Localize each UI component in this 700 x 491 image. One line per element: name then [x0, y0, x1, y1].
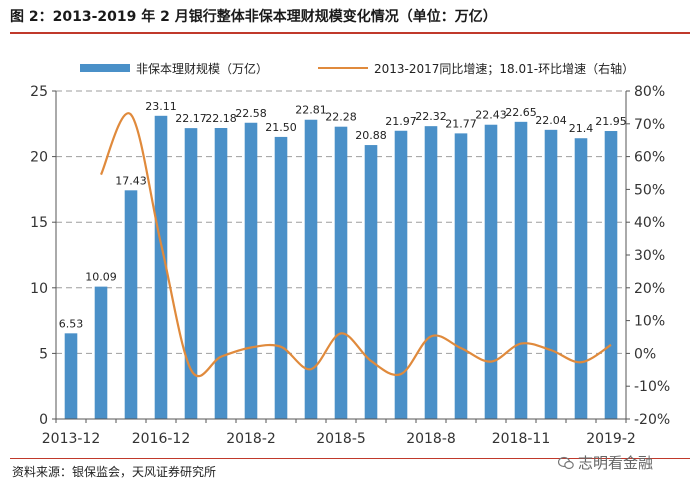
bar — [334, 126, 348, 419]
bar-value-label: 22.43 — [475, 109, 507, 122]
bar — [94, 286, 108, 419]
x-tick-label: 2018-5 — [316, 431, 366, 447]
left-tick-label: 5 — [39, 346, 48, 362]
footer-rule — [10, 458, 690, 459]
bar — [184, 128, 198, 420]
bar-value-label: 22.81 — [295, 104, 327, 117]
bar — [304, 119, 318, 420]
bar-value-label: 22.28 — [325, 111, 357, 124]
bar — [364, 145, 378, 420]
bar — [544, 129, 558, 419]
bar — [424, 126, 438, 420]
bar — [64, 333, 78, 419]
bar-series — [64, 115, 618, 420]
x-tick-label: 2018-2 — [226, 431, 276, 447]
right-tick-label: 50% — [634, 182, 665, 198]
legend-swatch-bars — [80, 64, 130, 72]
bar — [394, 130, 408, 419]
bar — [604, 131, 618, 420]
left-tick-label: 10 — [30, 281, 48, 297]
bar-value-label: 17.43 — [115, 174, 147, 187]
x-tick-label: 2018-11 — [492, 431, 551, 447]
x-tick-label: 2019-2 — [586, 431, 636, 447]
bar-value-label: 20.88 — [355, 129, 387, 142]
bar — [574, 138, 588, 419]
bar-value-label: 22.04 — [535, 114, 567, 127]
wechat-icon — [558, 456, 574, 469]
legend-label-bars: 非保本理财规模（万亿） — [136, 61, 268, 76]
right-tick-label: 10% — [634, 314, 665, 330]
bar-value-label: 21.4 — [569, 122, 594, 135]
bar-value-label: 22.18 — [205, 112, 237, 125]
bar — [214, 127, 228, 419]
bar-value-label: 21.77 — [445, 117, 477, 130]
right-tick-label: 20% — [634, 281, 665, 297]
bar-value-label: 21.50 — [265, 121, 297, 134]
title-rule — [10, 32, 690, 34]
bar — [514, 121, 528, 419]
bar-value-label: 21.97 — [385, 115, 417, 128]
growth-line — [99, 112, 612, 378]
figure-title: 图 2：2013-2019 年 2 月银行整体非保本理财规模变化情况（单位：万亿… — [10, 9, 497, 25]
bar-value-label: 22.17 — [175, 112, 207, 125]
x-tick-label: 2016-12 — [132, 431, 191, 447]
legend: 非保本理财规模（万亿） 2013-2017同比增速；18.01-环比增速（右轴） — [80, 61, 634, 76]
bar-value-label: 22.58 — [235, 107, 267, 120]
bar — [244, 122, 258, 419]
watermark-text: 志明看金融 — [578, 454, 654, 472]
bar-value-label: 6.53 — [59, 317, 84, 330]
legend-label-line: 2013-2017同比增速；18.01-环比增速（右轴） — [374, 61, 634, 76]
source-note: 资料来源：银保监会，天风证券研究所 — [12, 465, 217, 479]
bar — [274, 136, 288, 420]
bar — [484, 124, 498, 420]
right-tick-label: 80% — [634, 84, 665, 100]
x-tick-label: 2013-12 — [42, 431, 101, 447]
bar — [124, 190, 138, 419]
bar-value-label: 10.09 — [85, 271, 117, 284]
left-tick-label: 20 — [30, 150, 48, 166]
left-tick-label: 15 — [30, 215, 48, 231]
right-tick-label: 0% — [634, 346, 656, 362]
axes: 0 5 10 15 20 25 -20% -10% 0% 10% 20% 30% 40% 50% 60% 70… — [30, 84, 670, 447]
right-tick-label: -20% — [634, 412, 670, 428]
left-tick-label: 25 — [30, 84, 48, 100]
right-tick-label: 60% — [634, 150, 665, 166]
right-tick-label: 40% — [634, 215, 665, 231]
right-tick-label: 70% — [634, 117, 665, 133]
watermark: 志明看金融 — [558, 452, 653, 473]
bar-value-label: 23.11 — [145, 100, 177, 113]
right-tick-label: -10% — [634, 379, 670, 395]
bar — [154, 115, 168, 419]
right-tick-label: 30% — [634, 248, 665, 264]
bar-value-label: 21.95 — [595, 115, 627, 128]
bar-value-label: 22.65 — [505, 106, 537, 119]
line-series — [99, 112, 612, 378]
x-tick-label: 2018-8 — [406, 431, 456, 447]
left-tick-label: 0 — [39, 412, 48, 428]
bar — [454, 133, 468, 419]
bar-value-label: 22.32 — [415, 110, 447, 123]
